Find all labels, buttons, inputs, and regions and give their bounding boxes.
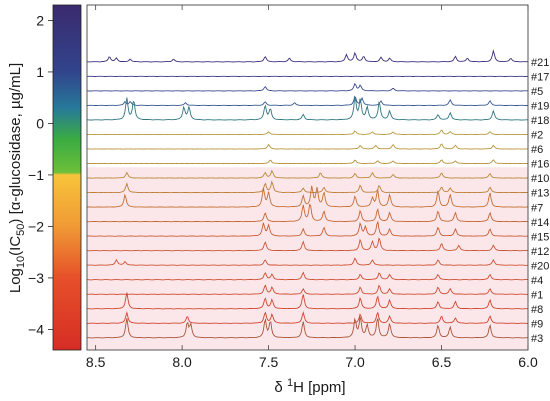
y-label-part-50: 50 <box>15 224 27 236</box>
x-tick-label: 6.0 <box>518 354 538 370</box>
spectrum-line <box>87 129 528 136</box>
y-label-part-rest: ) [α-glucosidase, µg/mL] <box>7 63 24 224</box>
x-axis-label: δ 1H [ppm] <box>274 377 345 396</box>
spectrum-line <box>87 292 528 310</box>
series-label: #16 <box>531 159 549 171</box>
series-label: #1 <box>531 289 543 301</box>
series-label: #17 <box>531 72 549 84</box>
series-label: #9 <box>531 318 543 330</box>
spectrum-line <box>87 97 528 121</box>
series-label: #13 <box>531 188 549 200</box>
spectrum-line <box>87 159 528 165</box>
y-label-part-10: 10 <box>15 256 27 268</box>
series-label: #19 <box>531 101 549 113</box>
spectrum-line <box>87 49 528 63</box>
spectrum-line <box>87 185 528 208</box>
x-tick-label: 7.0 <box>345 354 365 370</box>
y-label-part-log: Log <box>7 268 24 293</box>
colorbar-tick-label: −1 <box>28 167 44 183</box>
spectra-group <box>87 49 528 339</box>
series-label: #3 <box>531 333 543 345</box>
series-label: #4 <box>531 275 543 287</box>
series-label: #14 <box>531 217 549 229</box>
spectrum-line <box>87 316 528 339</box>
colorbar-ticks: 2 1 0 −1 −2 −3 −4 <box>28 12 53 337</box>
colorbar-tick-label: −4 <box>28 321 44 337</box>
spectrum-line <box>87 82 528 92</box>
spectrum-line <box>87 95 528 107</box>
colorbar <box>52 4 82 351</box>
x-label-sup: 1 <box>287 377 293 389</box>
y-label-part-ic: (IC <box>7 236 24 256</box>
series-label: #21 <box>531 57 549 69</box>
y-axis-label: Log10(IC50) [α-glucosidase, µg/mL] <box>7 63 27 293</box>
x-axis-ticks: 8.5 8.0 7.5 7.0 6.5 6.0 <box>86 5 538 370</box>
colorbar-tick-label: 1 <box>36 64 44 80</box>
series-label: #20 <box>531 260 549 272</box>
x-tick-label: 8.0 <box>172 354 192 370</box>
spectrum-line <box>87 271 528 281</box>
x-label-prefix: δ <box>274 379 287 396</box>
series-label: #10 <box>531 173 549 185</box>
series-label: #7 <box>531 202 543 214</box>
plot-frame <box>86 4 529 351</box>
series-label: #6 <box>531 144 543 156</box>
x-tick-label: 8.5 <box>86 354 106 370</box>
colorbar-tick-label: 2 <box>36 12 44 28</box>
series-label: #12 <box>531 246 549 258</box>
colorbar-tick-label: −3 <box>28 270 44 286</box>
series-label: #18 <box>531 115 549 127</box>
series-label: #8 <box>531 304 543 316</box>
series-label: #5 <box>531 86 543 98</box>
spectrum-line <box>87 284 528 295</box>
series-labels: #21 #17 #5 #19 #18 #2 #6 #16 #10 #13 #7 #14 #15 #12 #2… <box>531 57 549 345</box>
spectrum-line <box>87 237 528 252</box>
series-label: #15 <box>531 231 549 243</box>
x-tick-label: 6.5 <box>432 354 452 370</box>
spectrum-line <box>87 203 528 223</box>
colorbar-tick-label: 0 <box>36 115 44 131</box>
spectrum-line <box>87 169 528 179</box>
spectrum-line <box>87 310 528 324</box>
x-label-main: H [ppm] <box>293 379 346 396</box>
colorbar-tick-label: −2 <box>28 218 44 234</box>
series-label: #2 <box>531 130 543 142</box>
spectrum-line <box>87 257 528 266</box>
spectrum-line <box>87 220 528 237</box>
spectrum-line <box>87 143 528 150</box>
spectrum-line <box>87 180 528 194</box>
x-tick-label: 7.5 <box>259 354 279 370</box>
